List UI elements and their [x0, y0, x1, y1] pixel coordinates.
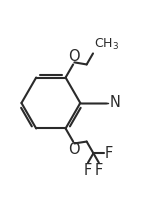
Text: F: F [95, 163, 103, 178]
Text: F: F [84, 163, 92, 178]
Text: N: N [109, 95, 120, 110]
Text: O: O [68, 142, 80, 157]
Text: CH$_3$: CH$_3$ [94, 37, 119, 52]
Text: O: O [68, 49, 80, 64]
Text: F: F [104, 146, 112, 161]
